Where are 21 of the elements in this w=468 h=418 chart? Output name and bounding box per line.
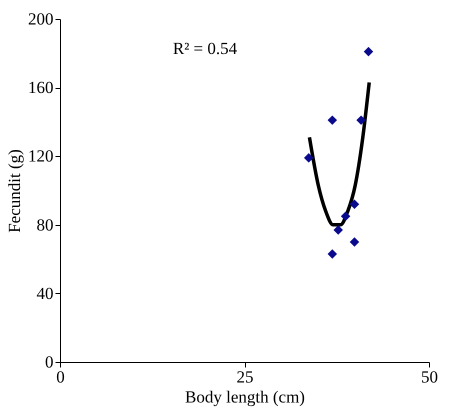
x-axis-title: Body length (cm) [185, 388, 305, 406]
annotation: R² = 0.54 [172, 39, 238, 58]
point [364, 46, 374, 56]
y-tick-label: 0 [45, 352, 54, 372]
point [350, 237, 360, 247]
x-tick-label: 25 [236, 368, 254, 386]
point [328, 115, 338, 125]
point [304, 153, 314, 163]
point [328, 249, 338, 259]
x-tick-label: 50 [421, 368, 438, 386]
point [350, 199, 360, 209]
y-tick-label: 40 [36, 284, 54, 303]
x-tick-label: 0 [56, 368, 65, 386]
point [356, 115, 366, 125]
y-tick-label: 200 [28, 10, 54, 28]
y-tick-label: 160 [28, 78, 54, 98]
point [333, 225, 343, 235]
y-axis-title: Fecundit (g) [5, 149, 24, 233]
y-tick-label: 80 [36, 215, 54, 234]
point [340, 211, 350, 221]
y-tick-label: 120 [28, 146, 54, 166]
